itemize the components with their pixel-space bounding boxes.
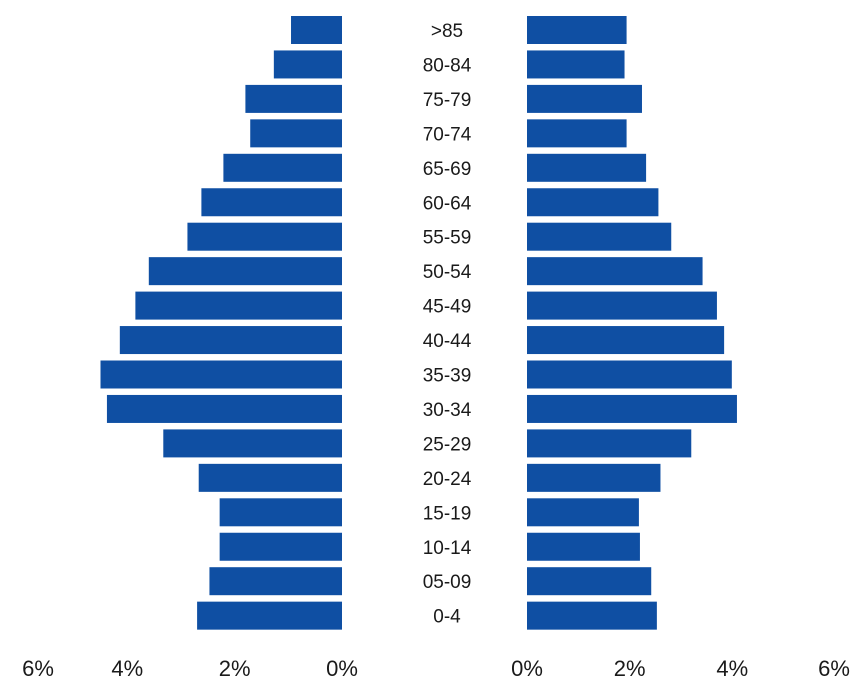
age-label-55-59: 55-59 [423, 228, 472, 249]
right-bar-75-79 [527, 84, 642, 113]
age-label-10-14: 10-14 [423, 538, 472, 559]
age-label-05-09: 05-09 [423, 572, 472, 593]
x-tick-left-1: 4% [111, 656, 143, 680]
age-label-15-19: 15-19 [423, 503, 472, 524]
age-label-35-39: 35-39 [423, 366, 472, 387]
left-bar-45-49 [135, 291, 342, 320]
right-bars [527, 16, 737, 630]
x-tick-left-3: 0% [326, 656, 358, 680]
right-bar-10-14 [527, 532, 640, 561]
left-bar-25-29 [163, 429, 342, 458]
age-label-40-44: 40-44 [423, 331, 472, 352]
age-label-45-49: 45-49 [423, 297, 472, 318]
right-bar-65-69 [527, 153, 647, 182]
age-label-80-84: 80-84 [423, 55, 472, 76]
x-axis-ticks: 6% 4% 2% 0% 0% 2% 4% 6% [22, 656, 850, 680]
x-tick-right-1: 2% [614, 656, 646, 680]
right-bar-20-24 [527, 463, 661, 492]
left-bar-05-09 [209, 567, 342, 596]
right-bar-50-54 [527, 257, 703, 286]
right-bar->85 [527, 16, 627, 44]
left-bar-35-39 [100, 360, 342, 389]
right-bar-15-19 [527, 498, 639, 527]
right-bar-55-59 [527, 222, 672, 251]
right-bar-30-34 [527, 394, 737, 423]
left-bar-70-74 [250, 119, 342, 148]
age-label-30-34: 30-34 [423, 400, 472, 421]
right-bar-25-29 [527, 429, 692, 458]
age-label-70-74: 70-74 [423, 124, 472, 145]
right-bar-80-84 [527, 50, 625, 79]
x-tick-right-3: 6% [818, 656, 850, 680]
right-bar-0-4 [527, 601, 657, 630]
left-bar-80-84 [273, 50, 342, 79]
right-bar-70-74 [527, 119, 627, 148]
left-bar-40-44 [119, 326, 342, 355]
left-bar-60-64 [201, 188, 342, 217]
left-bar-50-54 [148, 257, 342, 286]
left-bar-0-4 [197, 601, 342, 630]
left-bar-65-69 [223, 153, 342, 182]
age-label-65-69: 65-69 [423, 159, 472, 180]
age-label->85: >85 [431, 21, 463, 42]
age-group-labels: >85 80-84 75-79 70-74 65-69 60-64 55-59 50-54 45… [423, 21, 472, 628]
x-tick-right-0: 0% [511, 656, 543, 680]
left-bars [100, 16, 342, 630]
left-bar-15-19 [219, 498, 342, 527]
left-bar-20-24 [198, 463, 342, 492]
age-label-25-29: 25-29 [423, 434, 472, 455]
age-label-20-24: 20-24 [423, 469, 472, 490]
age-label-60-64: 60-64 [423, 193, 472, 214]
right-bar-05-09 [527, 567, 652, 596]
age-label-0-4: 0-4 [433, 607, 461, 628]
age-label-75-79: 75-79 [423, 90, 472, 111]
age-label-50-54: 50-54 [423, 262, 472, 283]
left-bar-75-79 [245, 84, 342, 113]
x-tick-left-2: 2% [219, 656, 251, 680]
right-bar-35-39 [527, 360, 732, 389]
x-tick-left-0: 6% [22, 656, 54, 680]
right-bar-40-44 [527, 326, 725, 355]
x-tick-right-2: 4% [716, 656, 748, 680]
left-bar-10-14 [219, 532, 342, 561]
right-bar-45-49 [527, 291, 717, 320]
left-bar->85 [291, 16, 342, 44]
left-bar-55-59 [187, 222, 342, 251]
left-bar-30-34 [106, 394, 342, 423]
right-bar-60-64 [527, 188, 659, 217]
